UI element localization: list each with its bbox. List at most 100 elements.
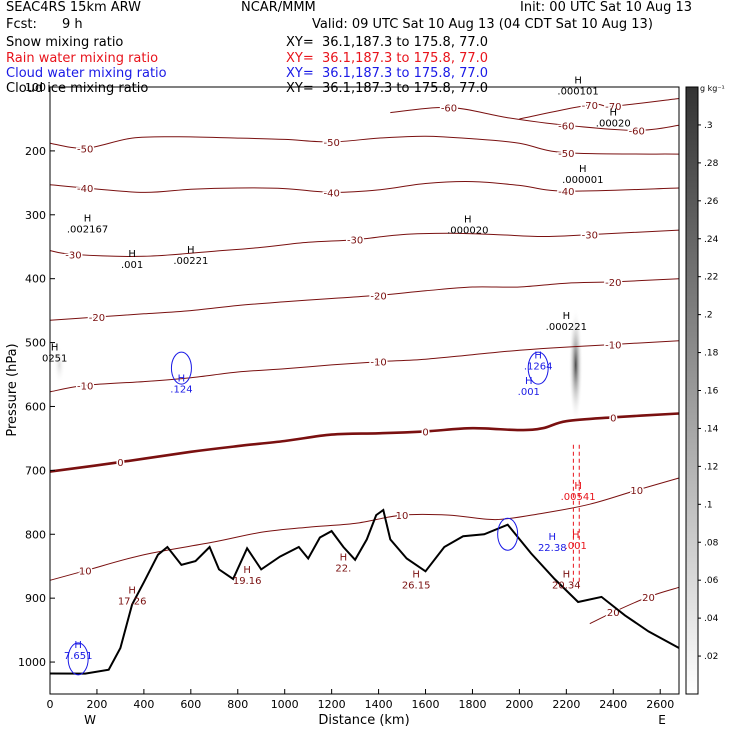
colorbar-tick-label: .16: [704, 387, 719, 397]
high-marker: H: [464, 214, 472, 225]
temperature-contour--30: [49, 229, 680, 257]
cloud-water-contour-0: [170, 351, 192, 385]
colorbar-tick-label: .2: [704, 311, 713, 321]
contour-value-label: 22.38: [538, 543, 567, 554]
colorbar-tick-label: .02: [704, 652, 718, 662]
temperature-contour-label: -70: [605, 102, 621, 113]
x-tick-label: 2200: [552, 698, 580, 711]
x-tick-label: 0: [47, 698, 54, 711]
y-tick-label: 800: [25, 528, 46, 541]
temperature-contour-label: 20: [642, 593, 655, 604]
temperature-contour--40: [49, 181, 680, 193]
high-marker: H: [563, 311, 571, 322]
high-marker: H: [574, 481, 582, 492]
high-marker: H: [534, 350, 542, 361]
terrain-layer: [49, 351, 680, 676]
high-marker: H: [178, 373, 186, 384]
temperature-contour-label: 10: [396, 511, 409, 522]
high-marker: H: [412, 570, 420, 581]
y-tick-label: 500: [25, 337, 46, 350]
shading-region-1: [53, 345, 66, 385]
shading-layer: [53, 307, 583, 423]
high-marker: H: [563, 570, 571, 581]
high-marker: H: [187, 245, 195, 256]
contour-label-layer: H.000020H.000101H.00020H.000001H.002167H…: [42, 76, 631, 662]
shading-region-0: [568, 307, 583, 423]
temperature-contour-label: -40: [323, 188, 339, 199]
y-tick-label: 200: [25, 145, 46, 158]
contour-value-label: .002167: [67, 225, 108, 236]
y-tick-label: 600: [25, 400, 46, 413]
colorbar-tick-label: .04: [704, 614, 719, 624]
x-tick-label: 1600: [412, 698, 440, 711]
colorbar-tick-label: .06: [704, 576, 719, 586]
temperature-contour-label: -40: [77, 184, 93, 195]
contour-value-label: 7.651: [64, 651, 93, 662]
rain-water-contour: [572, 444, 580, 586]
y-tick-label: 400: [25, 273, 46, 286]
cloud-water-contour-1: [527, 351, 549, 385]
temperature-contour--20: [49, 278, 680, 321]
temperature-contour--70: [519, 98, 680, 120]
temperature-contour-label: 0: [610, 413, 616, 424]
contour-value-label: .000001: [562, 175, 603, 186]
temperature-contour-label: -20: [370, 291, 386, 302]
high-marker: H: [51, 343, 59, 354]
field-ice-name: Cloud ice mixing ratio: [6, 81, 149, 96]
fcst-label: Fcst:: [6, 17, 37, 32]
y-tick-label: 300: [25, 209, 46, 222]
colorbar: .02 .04 .06 .08 .1 .12 .14 .16 .18 .2 .22 .24 .26 .28…: [685, 84, 725, 695]
colorbar-tick-label: .26: [704, 197, 719, 207]
temperature-contour-0: [49, 412, 680, 473]
init-time: Init: 00 UTC Sat 10 Aug 13: [520, 0, 693, 15]
temperature-contour-label: -70: [605, 102, 621, 113]
colorbar-tick-label: .28: [704, 159, 719, 169]
contour-value-label: .000101: [557, 87, 598, 98]
center-name: NCAR/MMM: [241, 0, 316, 15]
x-tick-label: 2600: [646, 698, 674, 711]
x-tick-label: 1400: [365, 698, 393, 711]
terrain-line: [49, 508, 680, 675]
axes-layer: 0 200 400 600 800 1000 1200 1400 1600 1800 2000 220…: [18, 81, 674, 711]
x-tick-label: 1200: [318, 698, 346, 711]
cloud-water-contour-3: [497, 517, 519, 551]
field-snow-xy: XY= 36.1,187.3 to 175.8, 77.0: [286, 35, 489, 50]
high-marker: H: [548, 532, 556, 543]
contour-value-label: 26.15: [402, 581, 431, 592]
high-marker: H: [74, 640, 82, 651]
contour-value-label: .000020: [447, 225, 488, 236]
contour-value-label: .000221: [546, 322, 587, 333]
temperature-contour-label: -70: [582, 101, 598, 112]
contour-value-label: .001: [518, 387, 540, 398]
high-marker: H: [128, 249, 136, 260]
contour-value-label: 20.34: [552, 581, 581, 592]
high-marker: H: [340, 552, 348, 563]
colorbar-tick-label: .18: [704, 349, 719, 359]
contour-value-label: .00541: [561, 492, 596, 503]
contour-value-label: 0251: [42, 354, 67, 365]
x-tick-label: 800: [227, 698, 248, 711]
colorbar-gradient: [685, 86, 699, 695]
field-cloud-xy: XY= 36.1,187.3 to 175.8, 77.0: [286, 66, 489, 81]
contour-value-label: .00020: [596, 119, 631, 130]
temperature-contour-label: 10: [79, 567, 92, 578]
temperature-contour-label: -10: [370, 358, 386, 369]
x-axis-title: Distance (km): [318, 713, 409, 728]
temperature-contour-label: -20: [89, 313, 105, 324]
colorbar-unit: g kg⁻¹: [700, 84, 725, 93]
colorbar-tick-label: .12: [704, 462, 718, 472]
model-name: SEAC4RS 15km ARW: [6, 0, 142, 15]
y-tick-label: 1000: [18, 656, 46, 669]
temperature-contour-label: 10: [630, 486, 643, 497]
field-cloud-name: Cloud water mixing ratio: [6, 66, 167, 81]
temperature-contour-label: -60: [441, 103, 457, 114]
temperature-contour-label: -50: [323, 138, 339, 149]
west-label: W: [84, 713, 96, 727]
y-tick-label: 700: [25, 464, 46, 477]
temperature-contour--10: [49, 340, 680, 393]
high-marker: H: [610, 108, 618, 119]
east-label: E: [658, 713, 666, 727]
high-marker: H: [243, 565, 251, 576]
temperature-contour-label: -60: [629, 126, 645, 137]
